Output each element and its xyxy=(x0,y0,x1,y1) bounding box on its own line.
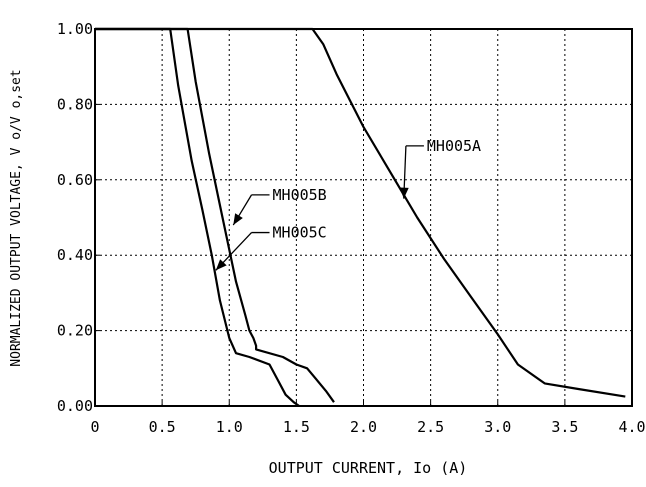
annotations: MH005A MH005B MH005C xyxy=(215,137,481,271)
x-tick-label: 3.5 xyxy=(551,418,578,436)
series-label-mh005a: MH005A xyxy=(427,137,481,155)
series-label-mh005b: MH005B xyxy=(273,186,327,204)
series-label-mh005c: MH005C xyxy=(273,224,327,242)
x-tick-label: 4.0 xyxy=(618,418,645,436)
y-axis-label: NORMALIZED OUTPUT VOLTAGE, V o/V o,set xyxy=(9,69,24,366)
series-line-mh005a xyxy=(95,27,626,398)
x-axis-label: OUTPUT CURRENT, Io (A) xyxy=(269,459,468,477)
grid xyxy=(94,28,633,407)
y-tick-label: 0.20 xyxy=(57,322,93,340)
tick-labels: 0 0.5 1.0 1.5 2.0 2.5 3.0 3.5 4.0 0.00 0.20 0.40 0.6… xyxy=(57,20,646,436)
y-tick-label: 0.60 xyxy=(57,171,93,189)
x-tick-label: 2.0 xyxy=(350,418,377,436)
x-tick-label: 0.5 xyxy=(149,418,176,436)
series-line-mh005c xyxy=(95,27,300,407)
series-line-mh005b xyxy=(95,27,335,403)
y-tick-label: 0.00 xyxy=(57,397,93,415)
annotation-arrowhead xyxy=(233,213,243,226)
x-tick-label: 3.0 xyxy=(484,418,511,436)
x-tick-label: 1.0 xyxy=(216,418,243,436)
x-tick-label: 0 xyxy=(90,418,99,436)
x-tick-label: 2.5 xyxy=(417,418,444,436)
series-group xyxy=(95,27,626,407)
annotation-arrowhead xyxy=(399,187,409,199)
y-tick-label: 1.00 xyxy=(57,20,93,38)
y-tick-label: 0.80 xyxy=(57,95,93,113)
y-tick-label: 0.40 xyxy=(57,246,93,264)
annotation-arrowhead xyxy=(215,259,227,271)
plot-frame xyxy=(94,28,633,407)
x-tick-label: 1.5 xyxy=(283,418,310,436)
